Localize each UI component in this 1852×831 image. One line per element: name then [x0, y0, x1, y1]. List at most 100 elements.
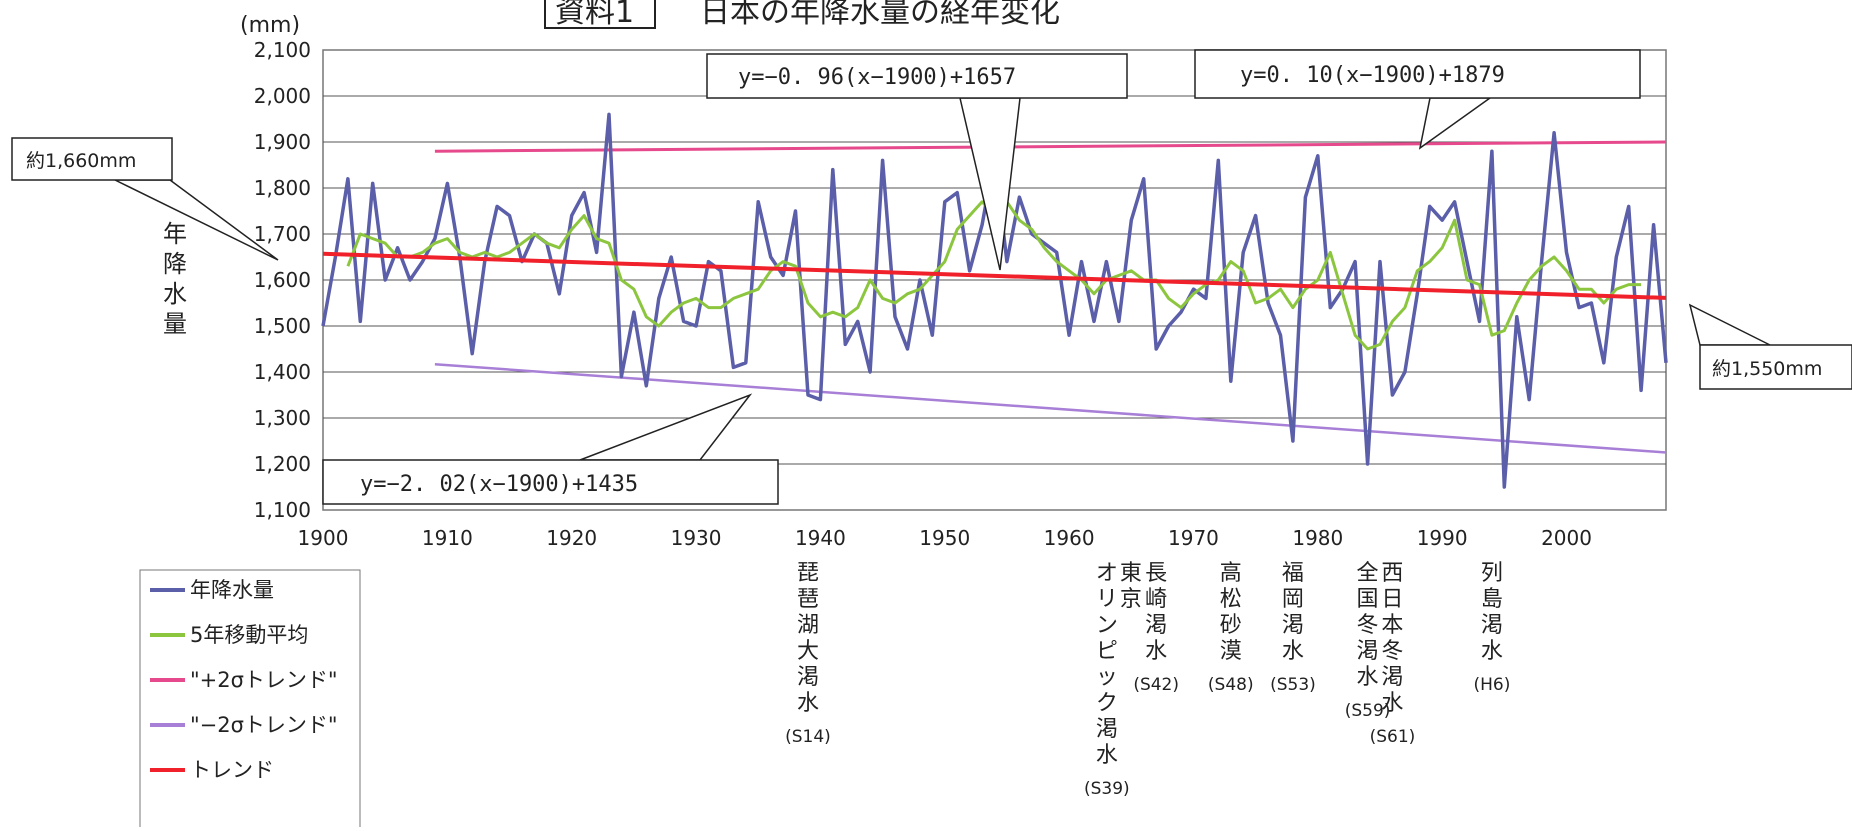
- legend-entry: "+2σトレンド": [190, 668, 338, 692]
- x-tick-label: 2000: [1541, 526, 1592, 550]
- chart-title: 日本の年降水量の経年変化: [700, 0, 1060, 30]
- y-axis-label-char: 年: [163, 220, 187, 248]
- event-char: 漠: [1220, 639, 1242, 664]
- x-tick-label: 1960: [1044, 526, 1095, 550]
- event-era: (S14): [785, 727, 831, 747]
- event-char: 京: [1120, 587, 1142, 612]
- legend-entry: 5年移動平均: [190, 623, 308, 647]
- lower-equation: y=−2. 02(x−1900)+1435: [360, 472, 638, 497]
- event-era: (S48): [1208, 675, 1254, 695]
- y-tick-label: 1,300: [254, 406, 311, 430]
- lower-equation-callout: y=−2. 02(x−1900)+1435: [322, 393, 779, 505]
- event-char: リ: [1096, 587, 1118, 612]
- event-era: (S59): [1345, 701, 1391, 721]
- event-era: (S42): [1133, 675, 1179, 695]
- title-tag-box: [544, 0, 656, 29]
- event-char: ク: [1096, 691, 1118, 716]
- legend-entry: "−2σトレンド": [190, 713, 338, 737]
- event-era: (H6): [1473, 675, 1510, 695]
- event-char: 島: [1481, 587, 1503, 612]
- event-char: 水: [1381, 691, 1403, 716]
- y-tick-label: 2,000: [254, 84, 311, 108]
- legend: 年降水量 5年移動平均 "+2σトレンド" "−2σトレンド" トレンド: [139, 569, 361, 831]
- event-char: 水: [1282, 639, 1304, 664]
- legend-entry: 年降水量: [190, 578, 274, 602]
- y-tick-label: 1,500: [254, 314, 311, 338]
- x-tick-label: 1950: [919, 526, 970, 550]
- y-axis-label-char: 降: [163, 250, 187, 278]
- event-char: 西: [1381, 561, 1403, 586]
- trend-equation-callout: y=−0. 96(x−1900)+1657: [706, 53, 1128, 271]
- event-char: 渇: [1481, 613, 1503, 638]
- drought-event-labels: 琵琶湖大渇水(S14)オリンピック渇水(S39)東京長崎渇水(S42)高松砂漠(…: [785, 561, 1510, 799]
- event-char: 渇: [1282, 613, 1304, 638]
- event-char: 日: [1381, 587, 1403, 612]
- trend-equation: y=−0. 96(x−1900)+1657: [738, 65, 1016, 90]
- x-tick-label: 1990: [1417, 526, 1468, 550]
- event-char: 水: [1481, 639, 1503, 664]
- x-tick-labels: 1900 1910 1920 1930 1940 1950 1960 1970 1980 1990…: [298, 526, 1592, 550]
- x-tick-label: 1980: [1292, 526, 1343, 550]
- y-unit-label: (mm): [240, 13, 300, 38]
- x-tick-label: 1970: [1168, 526, 1219, 550]
- y-tick-label: 1,900: [254, 130, 311, 154]
- left-value-label: 約1,660mm: [26, 150, 136, 172]
- event-era: (S39): [1084, 779, 1130, 799]
- event-char: オ: [1096, 561, 1118, 586]
- event-char: 国: [1357, 587, 1379, 612]
- event-char: 琶: [797, 587, 819, 612]
- event-char: 本: [1381, 613, 1403, 638]
- event-char: 渇: [1381, 665, 1403, 690]
- series-line-3: [434, 140, 1667, 153]
- event-char: 福: [1282, 561, 1304, 586]
- y-axis-label-char: 水: [163, 280, 187, 308]
- right-value-label: 約1,550mm: [1712, 358, 1822, 380]
- event-char: 全: [1357, 561, 1379, 586]
- y-tick-label: 1,100: [254, 498, 311, 522]
- upper-equation-callout: y=0. 10(x−1900)+1879: [1194, 49, 1641, 150]
- legend-box: [139, 569, 361, 831]
- event-char: 渇: [1145, 613, 1167, 638]
- x-tick-label: 1900: [298, 526, 349, 550]
- event-char: 松: [1220, 587, 1242, 612]
- event-char: 湖: [797, 613, 819, 638]
- x-tick-label: 1920: [546, 526, 597, 550]
- event-char: 砂: [1220, 613, 1242, 638]
- event-char: 水: [1145, 639, 1167, 664]
- event-char: 冬: [1381, 639, 1403, 664]
- event-char: 崎: [1145, 587, 1167, 612]
- y-tick-label: 1,200: [254, 452, 311, 476]
- event-char: 水: [1096, 743, 1118, 768]
- y-axis-label-char: 量: [163, 310, 187, 338]
- title-tag: 資料1: [555, 0, 634, 30]
- event-char: 冬: [1357, 613, 1379, 638]
- series-line-4: [434, 362, 1667, 454]
- event-char: ッ: [1096, 665, 1118, 690]
- upper-equation: y=0. 10(x−1900)+1879: [1240, 63, 1505, 88]
- y-axis-label: 年降水量: [163, 220, 187, 338]
- y-tick-label: 1,800: [254, 176, 311, 200]
- drought-event: 東京: [1120, 561, 1142, 612]
- y-tick-label: 1,400: [254, 360, 311, 384]
- event-char: 列: [1481, 561, 1503, 586]
- event-char: ン: [1096, 613, 1118, 638]
- x-tick-label: 1940: [795, 526, 846, 550]
- y-tick-label: 1,600: [254, 268, 311, 292]
- right-value-callout: 約1,550mm: [1688, 303, 1852, 390]
- event-char: 渇: [1096, 717, 1118, 742]
- event-char: ピ: [1096, 639, 1118, 664]
- event-char: 大: [797, 639, 819, 664]
- event-char: 東: [1120, 561, 1142, 586]
- event-era: (S53): [1270, 675, 1316, 695]
- event-char: 高: [1220, 561, 1242, 586]
- left-value-callout: 約1,660mm: [11, 137, 279, 261]
- legend-entry: トレンド: [190, 758, 274, 782]
- y-tick-labels: 1,100 1,200 1,300 1,400 1,500 1,600 1,700 1,800…: [254, 38, 311, 522]
